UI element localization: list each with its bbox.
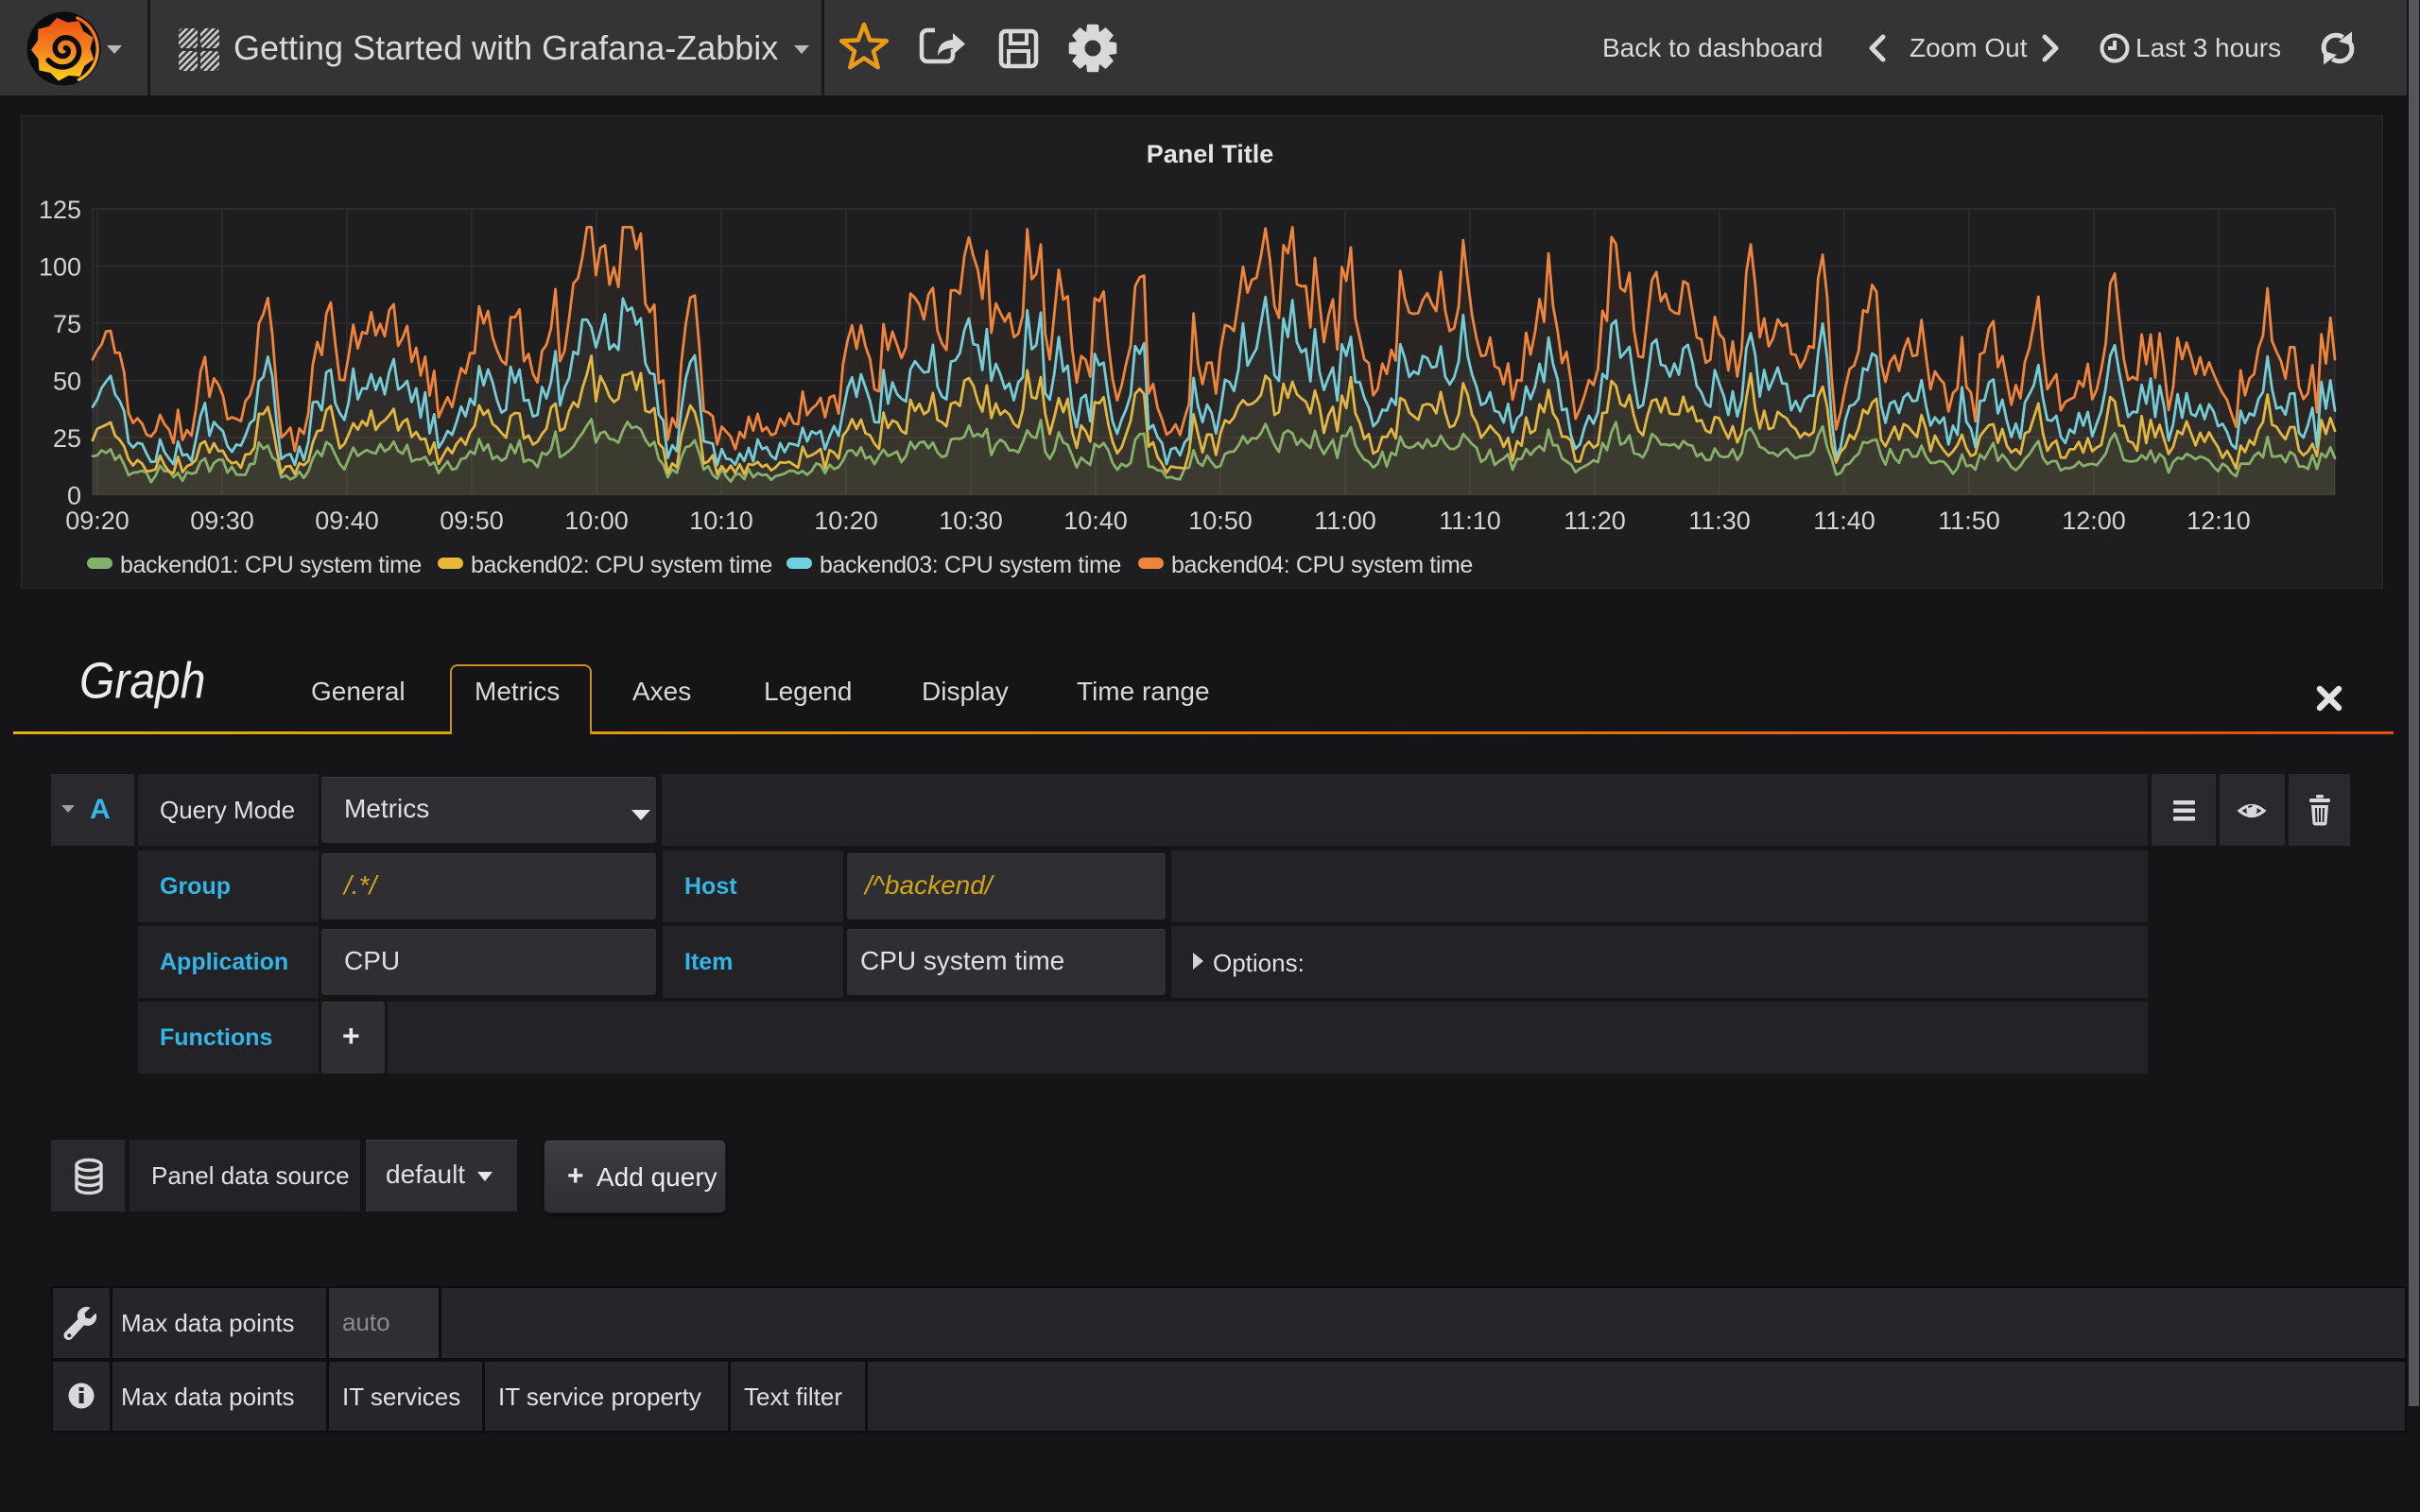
- svg-text:11:40: 11:40: [1813, 507, 1876, 535]
- svg-text:10:30: 10:30: [939, 507, 1003, 535]
- svg-text:09:30: 09:30: [190, 507, 254, 535]
- svg-text:09:40: 09:40: [315, 507, 379, 535]
- svg-text:10:50: 10:50: [1188, 507, 1253, 535]
- svg-text:25: 25: [53, 424, 81, 453]
- svg-text:125: 125: [39, 196, 81, 224]
- svg-text:12:10: 12:10: [2187, 507, 2251, 535]
- svg-text:10:20: 10:20: [814, 507, 878, 535]
- svg-text:0: 0: [67, 482, 81, 510]
- svg-text:10:40: 10:40: [1063, 507, 1128, 535]
- svg-text:12:00: 12:00: [2062, 507, 2126, 535]
- svg-text:50: 50: [53, 368, 81, 396]
- svg-text:11:30: 11:30: [1688, 507, 1751, 535]
- svg-text:11:50: 11:50: [1938, 507, 2000, 535]
- svg-text:10:00: 10:00: [564, 507, 629, 535]
- svg-text:75: 75: [53, 310, 81, 338]
- svg-text:11:20: 11:20: [1564, 507, 1626, 535]
- svg-text:11:00: 11:00: [1314, 507, 1376, 535]
- svg-text:100: 100: [39, 253, 81, 282]
- svg-text:09:20: 09:20: [65, 507, 130, 535]
- svg-text:09:50: 09:50: [440, 507, 504, 535]
- svg-text:11:10: 11:10: [1439, 507, 1501, 535]
- svg-text:10:10: 10:10: [689, 507, 753, 535]
